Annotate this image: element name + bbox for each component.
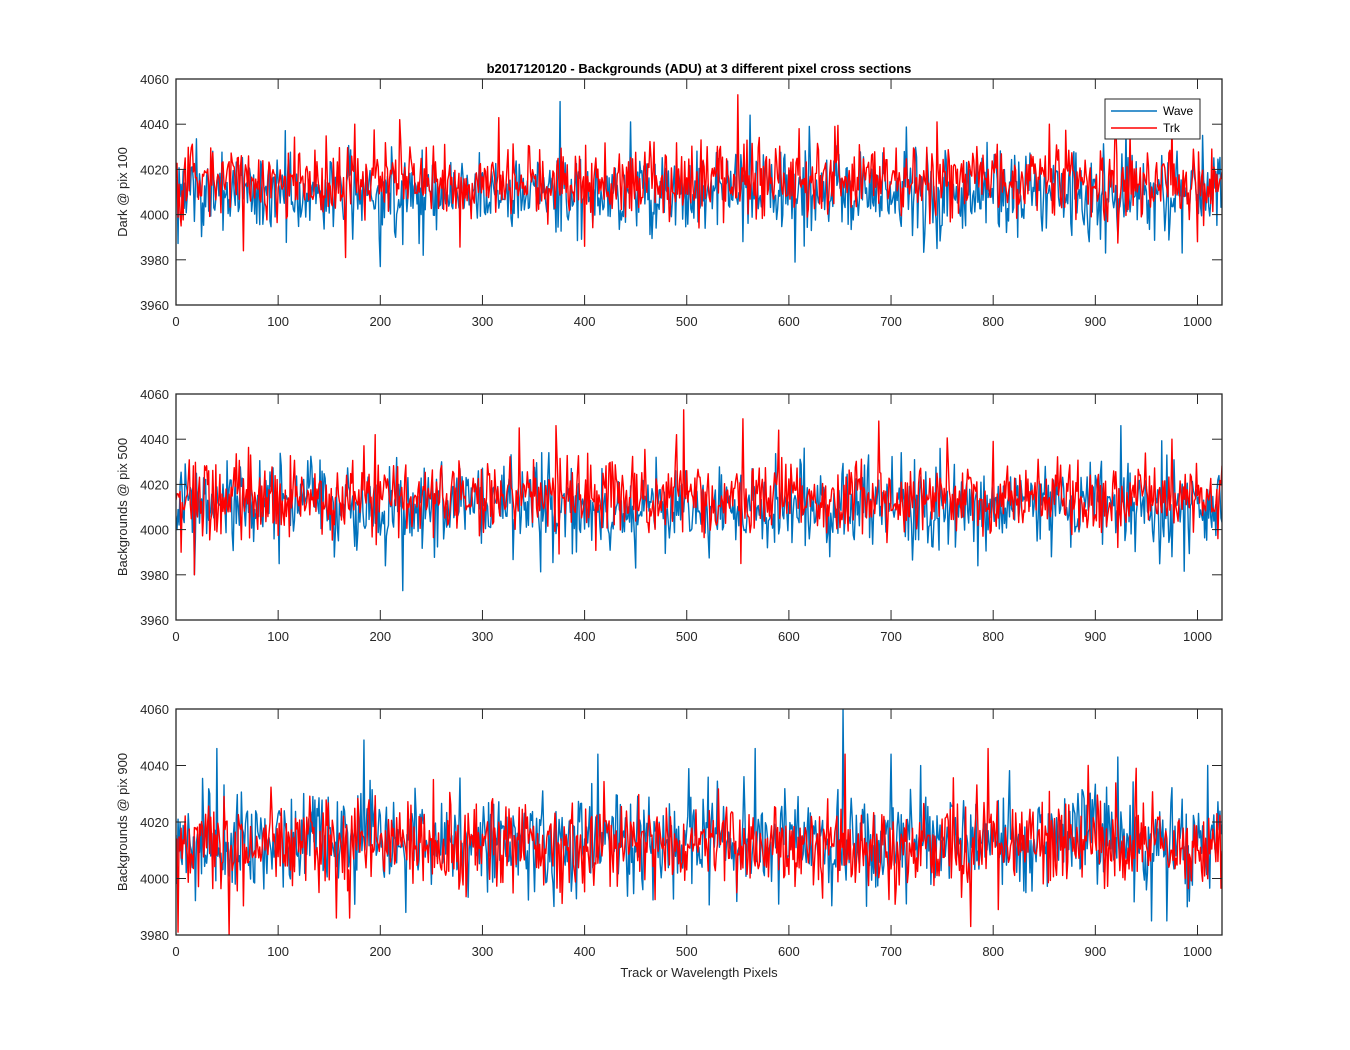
x-tick-label: 400 [574,314,596,329]
axes-box [175,78,1223,306]
axes-2: 0 100 200 300 400 500 600 700 800 900 1000 3960 3980… [115,387,1223,644]
x-tick-label: 500 [676,314,698,329]
y-tick-label: 3980 [140,253,169,268]
x-tick-label: 500 [676,944,698,959]
y-axis-label: Backgrounds @ pix 900 [115,753,130,891]
x-tick-label: 300 [472,314,494,329]
x-tick-label: 200 [369,629,391,644]
x-tick-label: 900 [1084,314,1106,329]
x-tick-label: 400 [574,629,596,644]
x-tick-label: 300 [472,944,494,959]
x-tick-label: 800 [982,314,1004,329]
x-tick-label: 100 [267,314,289,329]
x-tick-label: 700 [880,314,902,329]
y-tick-label: 4020 [140,477,169,492]
series-line-wave [176,100,1222,268]
y-tick-label: 4060 [140,387,169,402]
y-tick-label: 4000 [140,872,169,887]
figure-title: b2017120120 - Backgrounds (ADU) at 3 dif… [487,61,912,76]
x-tick-label: 600 [778,629,800,644]
x-tick-label: 800 [982,629,1004,644]
y-tick-label: 4040 [140,759,169,774]
y-tick-label: 4020 [140,815,169,830]
y-tick-label: 4020 [140,162,169,177]
x-tick-label: 1000 [1183,629,1212,644]
x-tick-label: 900 [1084,944,1106,959]
series-line-trk [176,409,1222,576]
x-tick-label: 0 [172,944,179,959]
x-tick-label: 700 [880,944,902,959]
y-tick-label: 3960 [140,298,169,313]
x-tick-label: 100 [267,629,289,644]
y-tick-label: 4060 [140,72,169,87]
x-tick-label: 600 [778,944,800,959]
x-tick-label: 300 [472,629,494,644]
x-tick-label: 0 [172,629,179,644]
x-axis-label: Track or Wavelength Pixels [620,965,778,980]
x-tick-label: 500 [676,629,698,644]
legend-box [1104,98,1201,140]
y-tick-label: 4000 [140,208,169,223]
y-tick-label: 3980 [140,928,169,943]
x-tick-label: 200 [369,314,391,329]
y-tick-label: 4040 [140,432,169,447]
series-line-trk [176,747,1222,935]
axes-container: 0 100 200 300 400 500 600 700 800 900 100039603980… [115,72,1223,959]
x-tick-label: 400 [574,944,596,959]
x-tick-label: 0 [172,314,179,329]
y-tick-label: 4000 [140,523,169,538]
x-tick-label: 900 [1084,629,1106,644]
y-tick-label: 4040 [140,117,169,132]
axes-3: 0 100 200 300 400 500 600 700 800 900 1000 3980 4000… [115,702,1223,959]
axes-box [175,393,1223,621]
legend-label-trk: Trk [1163,121,1181,135]
series-line-trk [176,94,1222,259]
legend: Wave Trk [1104,98,1201,140]
x-tick-label: 1000 [1183,944,1212,959]
x-tick-label: 1000 [1183,314,1212,329]
x-tick-label: 700 [880,629,902,644]
x-tick-label: 600 [778,314,800,329]
y-axis-label: Backgrounds @ pix 500 [115,438,130,576]
y-tick-label: 3960 [140,613,169,628]
legend-label-wave: Wave [1163,104,1194,118]
x-tick-label: 200 [369,944,391,959]
y-tick-label: 3980 [140,568,169,583]
axes-1: 0 100 200 300 400 500 600 700 800 900 1000 3960 3980… [115,72,1223,329]
y-tick-label: 4060 [140,702,169,717]
y-axis-label: Dark @ pix 100 [115,147,130,237]
x-tick-label: 800 [982,944,1004,959]
x-tick-label: 100 [267,944,289,959]
